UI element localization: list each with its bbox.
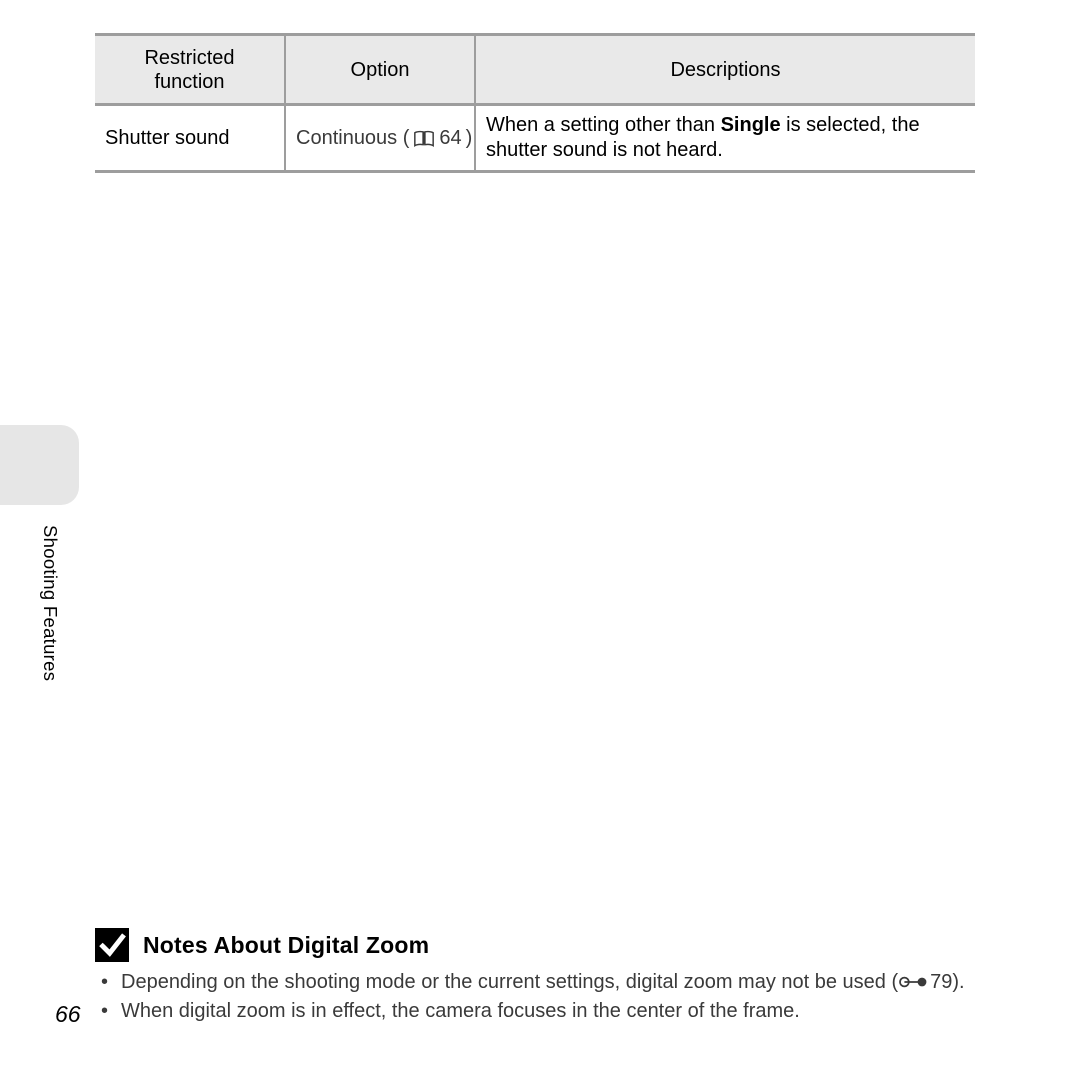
table-header-row: Restricted function Option Descriptions [95, 35, 975, 105]
notes-list: Depending on the shooting mode or the cu… [95, 968, 975, 1026]
note1-after: ). [952, 971, 964, 993]
main-content: Restricted function Option Descriptions … [95, 33, 975, 173]
cell-option: Continuous ( 64) [285, 105, 475, 172]
desc-bold: Single [721, 114, 781, 136]
note2-text: When digital zoom is in effect, the came… [121, 1000, 800, 1022]
col-header-label: Descriptions [670, 59, 780, 81]
col-header-function: Restricted function [95, 35, 285, 105]
option-suffix: ) [466, 126, 473, 151]
restricted-function-table: Restricted function Option Descriptions … [95, 33, 975, 173]
cell-text: Shutter sound [105, 127, 230, 149]
notes-block: Notes About Digital Zoom Depending on th… [95, 928, 975, 1026]
page-number: 66 [55, 1001, 81, 1028]
cell-function: Shutter sound [95, 105, 285, 172]
col-header-label: Option [351, 59, 410, 81]
col-header-descriptions: Descriptions [475, 35, 975, 105]
note1-ref: 79 [930, 971, 952, 993]
col-header-option: Option [285, 35, 475, 105]
cell-description: When a setting other than Single is sele… [475, 105, 975, 172]
note1-before: Depending on the shooting mode or the cu… [121, 971, 898, 993]
notes-title: Notes About Digital Zoom [143, 932, 429, 959]
side-caption: Shooting Features [39, 525, 61, 681]
list-item: Depending on the shooting mode or the cu… [117, 968, 975, 997]
option-prefix: Continuous ( [296, 126, 409, 151]
page-thumb-tab [0, 425, 79, 505]
manual-page-icon [413, 130, 435, 146]
table-row: Shutter sound Continuous ( 64) [95, 105, 975, 172]
option-page-ref: 64 [439, 126, 461, 151]
list-item: When digital zoom is in effect, the came… [117, 997, 975, 1026]
reference-section-icon [898, 974, 930, 990]
notes-heading: Notes About Digital Zoom [95, 928, 975, 962]
desc-before: When a setting other than [486, 114, 721, 136]
col-header-label: Restricted function [144, 47, 234, 93]
note-check-icon [95, 928, 129, 962]
